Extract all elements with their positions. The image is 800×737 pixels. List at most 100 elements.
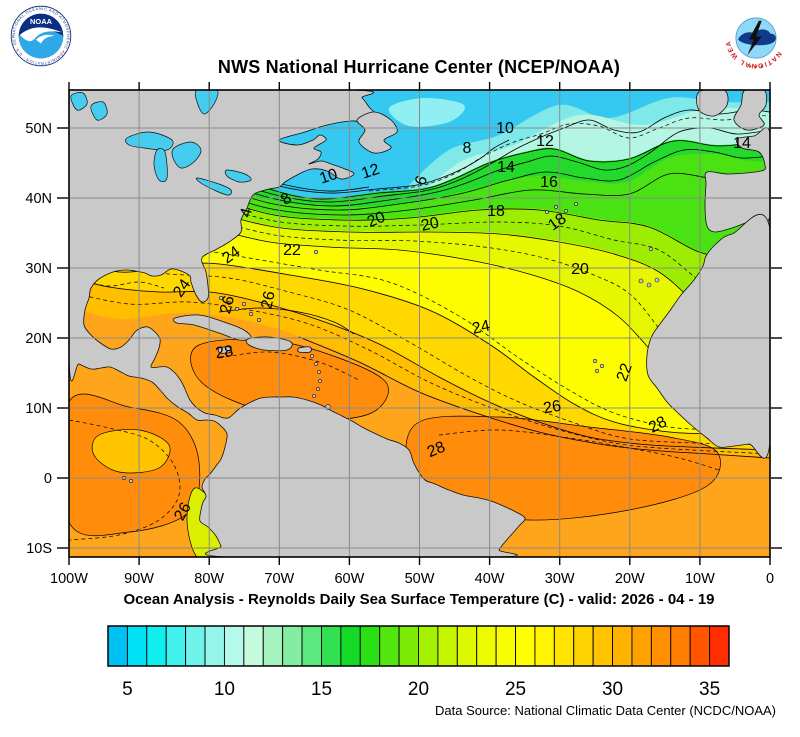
colorbar-cell [379,625,400,667]
contour-line-dashed [368,115,770,192]
contour-line-dashed [69,419,181,541]
contour-label: 28 [214,343,234,362]
island-speck [310,354,314,358]
contour-label: 28 [425,439,448,461]
noaa-gull-wing-icon [36,34,55,44]
island-speck [318,379,322,383]
contour-line [164,127,770,207]
y-axis-label: 10S [26,541,52,557]
contour-line [298,336,770,459]
contour-label: 4 [237,206,256,219]
colorbar-cell [689,625,711,667]
colorbar-cell [204,625,225,667]
contour-label: 8 [463,140,472,157]
noaa-logo: NATIONAL OCEANIC AND ATMOSPHERIC ADMINIS… [8,2,72,72]
colorbar-tick-label: 10 [214,679,235,700]
land-france-iberia [704,127,770,233]
colorbar-cell [359,625,381,667]
island-speck [325,404,331,410]
land-great-britain [733,90,768,131]
island-speck [313,249,319,255]
contour-line [218,307,355,335]
land-ireland [696,90,729,117]
island-speck [242,302,247,307]
x-axis-label: 20W [615,571,645,587]
colorbar-cell [340,625,361,667]
colorbar-cell [165,625,187,667]
colorbar-cell [262,625,284,667]
x-axis-label: 10W [685,571,715,587]
contour-label: 12 [360,161,382,183]
nws-logo: NATIONAL WEATHER SERVICE ★ ★ ★ [717,0,792,79]
island-speck [599,363,605,369]
island-speck [574,202,578,206]
lake-winnipeg [70,92,88,111]
y-axis-label: 40N [25,191,52,207]
colorbar-cell [456,625,478,667]
contour-label: 16 [540,174,558,191]
colorbar-cell [418,625,439,667]
island-speck [128,478,133,483]
contour-label: 22 [283,242,301,259]
noaa-wordmark: NOAA [30,17,53,26]
colorbar-cell [553,625,575,667]
colorbar-cell [592,625,614,667]
island-speck [592,358,598,364]
island-speck [312,394,316,398]
colorbar-cell [126,625,148,667]
island-speck [314,362,318,366]
land-puerto-rico [297,346,312,353]
colorbar-cell [321,625,342,667]
land-africa [646,213,770,459]
colorbar-cell [282,625,303,667]
contour-line-dashed [69,291,770,455]
contour-line-dashed [218,351,360,381]
island-speck [317,370,321,374]
colorbar-cell [534,625,555,667]
colorbar-cell [709,625,730,667]
x-axis-label: 50W [405,571,435,587]
colorbar-cell [612,625,633,667]
lake-erie [195,177,232,196]
island-speck [249,312,254,317]
y-axis-label: 50N [25,121,52,137]
island-speck [554,205,558,209]
x-axis-label: 0 [766,571,774,587]
island-speck [638,278,644,284]
land-jamaica [217,346,233,354]
x-axis-label: 90W [124,571,154,587]
contour-line [162,149,770,211]
y-axis-label: 0 [44,471,52,487]
contour-label: 12 [536,133,554,150]
island-speck [316,387,320,391]
colorbar-cell [476,625,497,667]
island-speck [648,246,654,252]
contour-label: 26 [258,289,278,310]
nws-stars: ★ ★ ★ [748,64,765,70]
colorbar-tick-label: 15 [311,679,332,700]
colorbar-tick-label: 25 [505,679,526,700]
x-axis-label: 70W [264,571,294,587]
colorbar-cell [650,625,672,667]
island-speck [227,301,232,306]
colorbar-cell [107,625,128,667]
contour-label: 24 [471,317,492,337]
contour-label: 10 [318,166,340,188]
island-speck [594,368,600,374]
colorbar-cell [398,625,419,667]
noaa-logo-svg: NATIONAL OCEANIC AND ATMOSPHERIC ADMINIS… [8,2,72,67]
colorbar-cell [515,625,536,667]
contour-label: 20 [571,261,589,278]
lake-ontario [224,169,252,183]
contour-line [168,140,770,200]
colorbar-cell [223,625,245,667]
lake-michigan [153,148,168,182]
colorbar-tick-label: 35 [699,679,720,700]
land-north-and-south-america [69,90,526,557]
nws-lightning-icon [747,20,762,56]
colorbar-cell [243,625,264,667]
island-speck [219,296,224,301]
island-speck [545,210,549,214]
